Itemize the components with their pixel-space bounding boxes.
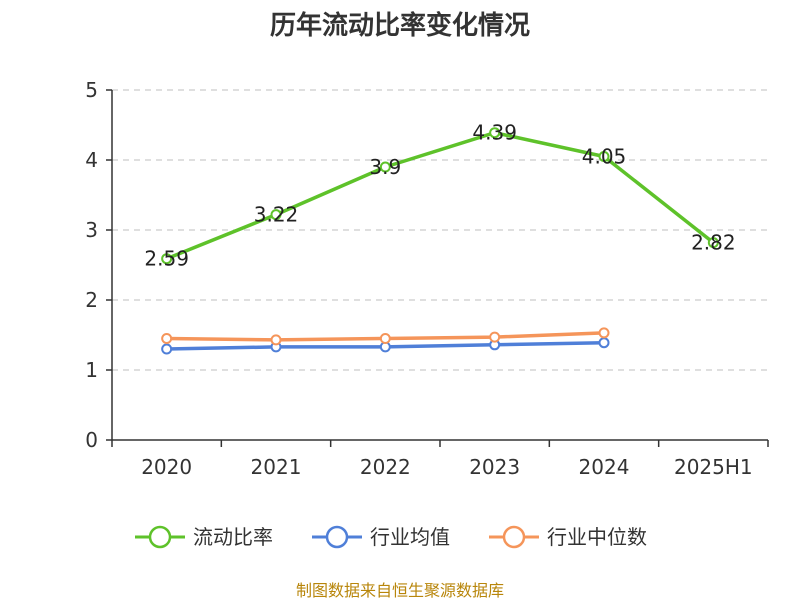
data-label: 3.9 <box>369 155 401 179</box>
legend-marker <box>502 525 526 549</box>
data-point <box>598 151 610 162</box>
data-point <box>161 253 173 265</box>
x-tick-label: 2023 <box>469 455 520 479</box>
y-tick-label: 4 <box>85 148 98 172</box>
data-point <box>707 237 719 249</box>
data-label: 4.05 <box>582 145 627 169</box>
x-tick-label: 2024 <box>579 455 630 479</box>
legend-item: 流动比率 <box>135 525 273 549</box>
y-tick-label: 0 <box>85 428 98 452</box>
series-0 <box>161 127 719 265</box>
chart-title: 历年流动比率变化情况 <box>270 10 530 41</box>
data-point <box>489 331 501 343</box>
data-point <box>489 127 501 139</box>
data-point <box>379 161 391 173</box>
legend: 流动比率 行业均值 行业中位数 <box>135 525 647 549</box>
source-note: 制图数据来自恒生聚源数据库 <box>296 581 504 600</box>
x-tick-label: 2025H1 <box>674 455 753 479</box>
series-2 <box>161 327 610 346</box>
x-tick-label: 2021 <box>251 455 302 479</box>
data-point <box>270 209 282 221</box>
data-point <box>161 333 173 344</box>
data-labels: 2.59 3.22 3.9 4.39 4.05 2.82 <box>144 121 735 271</box>
x-tick-label: 2020 <box>141 455 192 479</box>
data-label: 3.22 <box>254 203 299 227</box>
data-point <box>598 337 610 349</box>
data-label: 2.59 <box>144 247 189 271</box>
legend-item: 行业均值 <box>312 525 450 549</box>
y-tick-label: 1 <box>85 358 98 382</box>
data-point <box>161 343 173 355</box>
data-point <box>598 327 610 339</box>
data-point <box>379 333 391 344</box>
series-line <box>166 130 715 261</box>
series-layer <box>161 127 719 355</box>
y-tick-label: 3 <box>85 218 98 242</box>
y-tick-label: 5 <box>85 78 98 102</box>
data-label: 4.39 <box>472 121 517 145</box>
x-tick-label: 2022 <box>360 455 411 479</box>
y-tick-label: 2 <box>85 288 98 312</box>
data-point <box>270 334 282 346</box>
legend-label: 流动比率 <box>193 525 273 549</box>
legend-marker <box>148 525 172 549</box>
data-label: 2.82 <box>691 231 736 255</box>
gridlines <box>112 89 768 371</box>
axes: 0 1 2 3 4 5 2020 2021 2022 2023 2024 2025H1 <box>85 78 769 479</box>
legend-label: 行业均值 <box>370 525 450 549</box>
legend-marker <box>325 525 349 549</box>
legend-label: 行业中位数 <box>547 525 647 549</box>
legend-item: 行业中位数 <box>489 525 647 549</box>
